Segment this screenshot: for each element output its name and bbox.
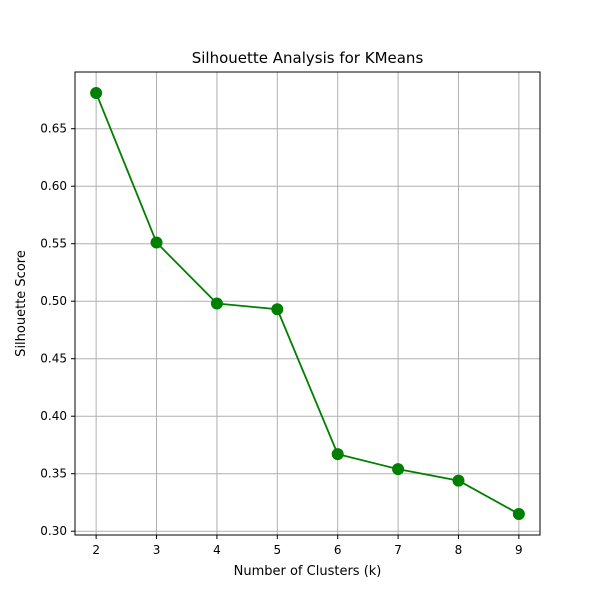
data-point-k5	[271, 303, 284, 316]
data-point-k7	[392, 463, 405, 476]
y-tick-label-1: 0.35	[40, 467, 67, 481]
axis-ticks: 2 3 4 5 6 7 8 9 0.30 0.35 0.40 0.45 0.50 0.55 0.60 0.65	[40, 122, 522, 557]
plot-frame	[74, 71, 541, 536]
data-point-k8	[452, 474, 465, 487]
x-tick-label-1: 3	[153, 543, 161, 557]
x-axis-label: Number of Clusters (k)	[234, 564, 382, 579]
x-tick-label-3: 5	[273, 543, 281, 557]
data-point-k3	[150, 236, 163, 249]
x-tick-label-7: 9	[515, 543, 523, 557]
x-tick-label-5: 7	[394, 543, 402, 557]
data-point-k2	[90, 87, 103, 100]
series-line-0	[95, 92, 520, 515]
grid-lines	[75, 72, 540, 535]
x-tick-label-6: 8	[455, 543, 463, 557]
data-point-k9	[512, 507, 525, 520]
data-series	[90, 87, 525, 520]
y-axis-label: Silhouette Score	[14, 250, 29, 357]
chart-title: Silhouette Analysis for KMeans	[192, 49, 424, 67]
data-point-k6	[331, 448, 344, 461]
y-tick-label-5: 0.55	[40, 237, 67, 251]
y-tick-label-0: 0.30	[40, 524, 67, 538]
y-tick-label-4: 0.50	[40, 294, 67, 308]
x-tick-label-0: 2	[92, 543, 100, 557]
y-tick-label-2: 0.40	[40, 409, 67, 423]
data-point-k4	[210, 297, 223, 310]
x-tick-label-2: 4	[213, 543, 221, 557]
x-tick-label-4: 6	[334, 543, 342, 557]
y-tick-label-6: 0.60	[40, 179, 67, 193]
y-tick-label-7: 0.65	[40, 122, 67, 136]
y-tick-label-3: 0.45	[40, 352, 67, 366]
